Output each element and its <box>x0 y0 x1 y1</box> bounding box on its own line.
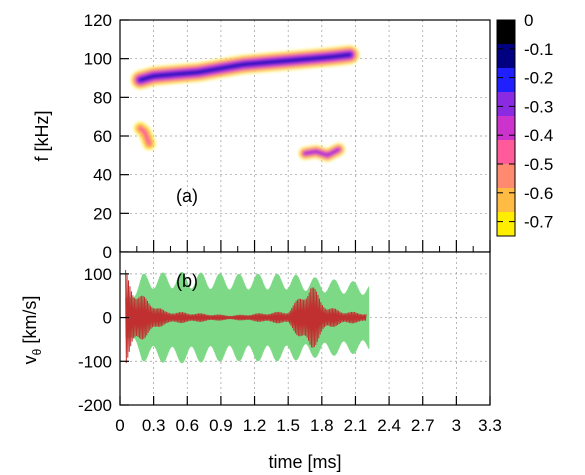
panel-b-ylabel-sub: θ <box>30 348 44 355</box>
panel-b-label: (b) <box>176 271 198 291</box>
panel-a-ytick-label: 40 <box>93 166 112 185</box>
panel-a-ytick-label: 0 <box>103 243 112 262</box>
panel-b-xtick-label: 2.7 <box>411 416 435 435</box>
colorbar: 0 -0.1 -0.2 -0.3 -0.4 -0.5 -0.6 -0.7 <box>496 11 553 237</box>
panel-b-ylabel-main: v <box>20 355 40 364</box>
panel-b-xtick-label: 1.5 <box>276 416 300 435</box>
panel-a-ytick-label: 100 <box>84 50 112 69</box>
panel-a-ylabel: f [kHz] <box>32 110 52 161</box>
panel-b-xtick-label: 3 <box>452 416 461 435</box>
panel-a-ytick-label: 20 <box>93 204 112 223</box>
spectrogram-level <box>138 126 151 146</box>
spectrogram-level <box>139 53 351 82</box>
spectrogram-level <box>304 148 340 157</box>
colorbar-tick-label: -0.7 <box>524 213 553 232</box>
panel-b-xtick-label: 0.3 <box>142 416 166 435</box>
panel-a: 0 20 40 60 80 100 120 (a) f [kHz] <box>32 11 491 262</box>
colorbar-band <box>497 212 515 237</box>
colorbar-frame <box>496 19 516 237</box>
panel-a-grid <box>120 20 490 252</box>
panel-b-ytick-label: 0 <box>103 309 112 328</box>
colorbar-band <box>497 116 515 141</box>
colorbar-band <box>497 188 515 213</box>
colorbar-tick-label: -0.2 <box>524 69 553 88</box>
colorbar-tick-label: -0.6 <box>524 184 553 203</box>
velocity-series-red <box>125 269 367 364</box>
panel-b-xtick-label: 0 <box>115 416 124 435</box>
panel-b-xtick-label: 1.8 <box>310 416 334 435</box>
panel-b-ytick-label: -200 <box>78 396 112 415</box>
panel-b-ylabel: vθ [km/s] <box>20 296 44 365</box>
colorbar-tick-label: -0.3 <box>524 97 553 116</box>
panel-b-xtick-label: 2.4 <box>377 416 401 435</box>
panel-b-xtick-label: 1.2 <box>243 416 267 435</box>
colorbar-tick-label: -0.4 <box>524 126 553 145</box>
colorbar-tick-label: -0.1 <box>524 40 553 59</box>
panel-b-frame <box>119 251 491 406</box>
panel-a-ytick-label: 60 <box>93 127 112 146</box>
panel-b-ticks: 0 0.3 0.6 0.9 1.2 1.5 1.8 2.1 2.4 2.7 3 3.3 -200 -100… <box>78 265 502 435</box>
panel-b-xtick-label: 0.9 <box>209 416 233 435</box>
spectrogram <box>131 45 359 162</box>
panel-b: 0 0.3 0.6 0.9 1.2 1.5 1.8 2.1 2.4 2.7 3 3.3 -200 -100… <box>20 251 502 472</box>
colorbar-tick-label: -0.5 <box>524 155 553 174</box>
colorbar-tick-label: 0 <box>524 11 533 30</box>
panel-b-xtick-label: 3.3 <box>478 416 502 435</box>
colorbar-band <box>497 140 515 165</box>
panel-b-xtick-label: 0.6 <box>175 416 199 435</box>
colorbar-band <box>497 164 515 189</box>
colorbar-band <box>497 44 515 69</box>
panel-b-ytick-label: 100 <box>84 265 112 284</box>
panel-b-xlabel: time [ms] <box>268 452 341 472</box>
panel-a-label: (a) <box>176 186 198 206</box>
panel-a-ytick-label: 120 <box>84 11 112 30</box>
panel-b-ylabel-unit: [km/s] <box>20 296 40 349</box>
panel-b-ytick-label: -100 <box>78 352 112 371</box>
colorbar-band <box>497 92 515 117</box>
colorbar-band <box>497 68 515 93</box>
panel-a-ytick-label: 80 <box>93 88 112 107</box>
panel-b-xtick-label: 2.1 <box>344 416 368 435</box>
colorbar-band <box>497 20 515 45</box>
